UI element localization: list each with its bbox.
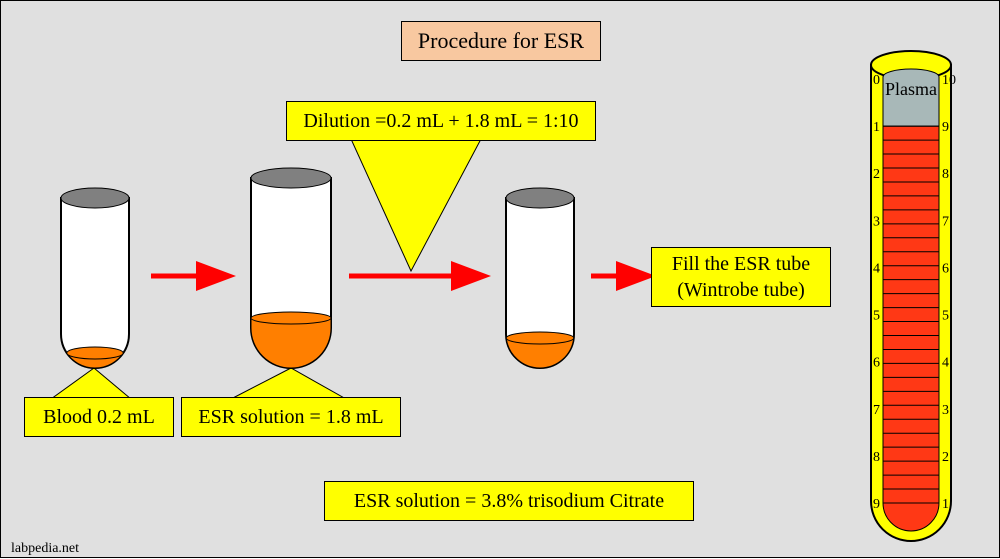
wintrobe-tube: Plasma 0 10 1 9 2 8 3 7 4 6 5 5 6 4 7 3 8 2 9 1 (871, 51, 956, 541)
esr-amount-text: ESR solution = 1.8 mL (198, 406, 383, 429)
plasma-label: Plasma (885, 79, 937, 99)
wintrobe-left-scale-8: 8 (873, 450, 880, 465)
test-tube-1 (61, 188, 129, 368)
wintrobe-right-scale-4: 6 (942, 261, 949, 276)
wintrobe-right-scale-2: 8 (942, 167, 949, 182)
wintrobe-left-scale-6: 6 (873, 356, 880, 371)
callout-triangle-dilution (351, 139, 481, 271)
wintrobe-right-scale-9: 1 (942, 497, 949, 512)
wintrobe-right-scale-6: 4 (942, 356, 949, 371)
fill-tube-label: Fill the ESR tube (Wintrobe tube) (651, 247, 831, 307)
blood-text: Blood 0.2 mL (43, 406, 155, 429)
callout-triangle-blood (51, 368, 131, 399)
wintrobe-right-scale-0: 10 (942, 73, 956, 88)
wintrobe-left-scale-5: 5 (873, 309, 880, 324)
wintrobe-right-scale-1: 9 (942, 120, 949, 135)
wintrobe-left-scale-0: 0 (873, 73, 880, 88)
wintrobe-right-scale-7: 3 (942, 403, 949, 418)
wintrobe-left-scale-7: 7 (873, 403, 880, 418)
dilution-text: Dilution =0.2 mL + 1.8 mL = 1:10 (303, 110, 578, 133)
test-tube-3 (506, 188, 574, 368)
callout-triangle-esr (231, 368, 346, 399)
esr-chemical-text: ESR solution = 3.8% trisodium Citrate (354, 490, 664, 513)
wintrobe-left-scale-9: 9 (873, 497, 880, 512)
title-text: Procedure for ESR (418, 28, 584, 54)
watermark: labpedia.net (11, 541, 79, 557)
wintrobe-right-scale-5: 5 (942, 309, 949, 324)
esr-chemical-label: ESR solution = 3.8% trisodium Citrate (324, 481, 694, 521)
wintrobe-left-scale-2: 2 (873, 167, 880, 182)
wintrobe-left-scale-4: 4 (873, 261, 880, 276)
wintrobe-right-scale-3: 7 (942, 214, 949, 229)
wintrobe-left-scale-1: 1 (873, 120, 880, 135)
test-tube-2 (251, 168, 331, 368)
diagram-canvas: Plasma 0 10 1 9 2 8 3 7 4 6 5 5 6 4 7 3 8 2 9 1 Procedure fo… (0, 0, 1000, 558)
watermark-text: labpedia.net (11, 541, 79, 556)
blood-label: Blood 0.2 mL (24, 397, 174, 437)
esr-amount-label: ESR solution = 1.8 mL (181, 397, 401, 437)
dilution-label: Dilution =0.2 mL + 1.8 mL = 1:10 (286, 101, 596, 141)
title-label: Procedure for ESR (401, 21, 601, 61)
shapes-layer: Plasma 0 10 1 9 2 8 3 7 4 6 5 5 6 4 7 3 8 2 9 1 (1, 1, 1000, 559)
fill-tube-text-2: (Wintrobe tube) (677, 277, 804, 303)
wintrobe-right-scale-8: 2 (942, 450, 949, 465)
wintrobe-left-scale-3: 3 (873, 214, 880, 229)
fill-tube-text-1: Fill the ESR tube (672, 251, 810, 277)
